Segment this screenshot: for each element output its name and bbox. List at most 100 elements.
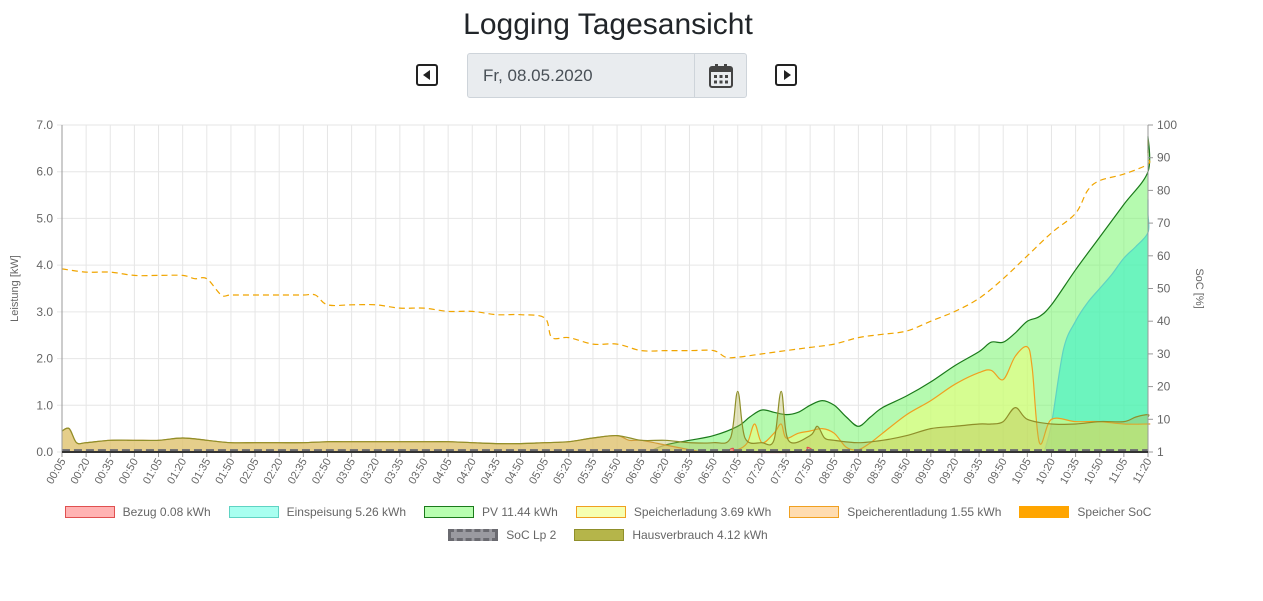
x-tick-label: 02:20 [262,457,286,487]
x-tick-label: 10:05 [1010,457,1034,487]
x-tick-label: 03:05 [334,457,358,487]
x-tick-label: 03:20 [358,457,382,487]
x-tick-label: 03:35 [382,457,406,487]
x-tick-label: 05:20 [551,457,575,487]
y-tick-label: 7.0 [36,118,53,132]
y2-tick-label: 30 [1157,347,1171,361]
y-tick-label: 3.0 [36,305,53,319]
legend-label: Hausverbrauch 4.12 kWh [632,528,768,542]
y2-tick-label: 70 [1157,216,1171,230]
x-tick-label: 01:20 [165,457,189,487]
x-tick-label: 05:50 [600,457,624,487]
x-tick-label: 10:20 [1034,457,1058,487]
arrow-right-icon [784,70,791,80]
y2-tick-label: 40 [1157,314,1171,328]
series-area-einspeisung-5-26-kwh [1044,199,1149,452]
next-day-button[interactable] [775,64,797,86]
legend-item-hausverbrauch-4-12-kwh[interactable]: Hausverbrauch 4.12 kWh [574,528,768,542]
x-tick-label: 07:35 [768,457,792,487]
x-tick-label: 09:50 [986,457,1010,487]
y2-tick-label: 10 [1157,412,1171,426]
x-tick-label: 02:05 [238,457,262,487]
x-tick-label: 01:50 [213,457,237,487]
x-tick-label: 02:35 [286,457,310,487]
series-line-speicher-soc [61,138,1151,359]
x-tick-label: 03:50 [406,457,430,487]
series-area-speicherladung-3-69-kwh [725,346,1150,452]
x-tick-label: 04:35 [479,457,503,487]
series-line-pv-11-44-kwh [648,135,1151,453]
x-tick-label: 08:05 [817,457,841,487]
legend-swatch [424,506,475,518]
legend-label: Speicher SoC [1077,505,1152,519]
x-tick-label: 02:50 [310,457,334,487]
x-tick-label: 00:50 [117,457,141,487]
x-tick-label: 09:05 [913,457,937,487]
x-tick-label: 04:50 [503,457,527,487]
legend-swatch [789,506,840,518]
x-tick-label: 08:20 [841,457,865,487]
y-tick-label: 5.0 [36,211,53,225]
x-tick-label: 06:35 [672,457,696,487]
x-tick-label: 08:50 [889,457,913,487]
previous-day-button[interactable] [416,64,438,86]
x-tick-label: 06:20 [648,457,672,487]
x-tick-label: 06:50 [696,457,720,487]
legend-item-soc-lp-2[interactable]: SoC Lp 2 [448,528,556,542]
y-tick-label: 0.0 [36,445,53,459]
y-tick-label: 4.0 [36,258,53,272]
x-tick-label: 05:05 [527,457,551,487]
y-tick-label: 1.0 [36,398,53,412]
y2-tick-label: 20 [1157,380,1171,394]
legend-label: Speicherladung 3.69 kWh [633,505,772,519]
y2-tick-label: 60 [1157,249,1171,263]
x-tick-label: 00:05 [44,457,68,487]
legend-swatch [575,506,626,518]
date-picker-divider [694,54,695,97]
legend-item-pv-11-44-kwh[interactable]: PV 11.44 kWh [424,505,558,519]
x-tick-label: 09:20 [937,457,961,487]
x-tick-label: 07:05 [720,457,744,487]
y-tick-label: 2.0 [36,352,53,366]
legend-item-speicherladung-3-69-kwh[interactable]: Speicherladung 3.69 kWh [575,505,772,519]
legend-label: Speicherentladung 1.55 kWh [847,505,1002,519]
x-tick-label: 09:35 [962,457,986,487]
x-tick-label: 04:05 [431,457,455,487]
arrow-left-icon [423,70,430,80]
legend-item-speicherentladung-1-55-kwh[interactable]: Speicherentladung 1.55 kWh [789,505,1001,519]
date-input[interactable]: Fr, 08.05.2020 [483,66,593,85]
legend-label: SoC Lp 2 [506,528,557,542]
legend-swatch [448,529,499,541]
x-tick-label: 10:50 [1082,457,1106,487]
x-tick-label: 05:35 [575,457,599,487]
legend-label: PV 11.44 kWh [482,505,558,519]
series-area-speicherentladung-1-55-kwh [62,428,702,452]
legend-label: Einspeisung 5.26 kWh [286,505,407,519]
power-chart: 00:05 00:20 00:35 00:50 01:05 01:20 01:35 01:50… [9,118,1205,487]
calendar-icon[interactable] [708,63,734,89]
y-tick-label: 6.0 [36,165,53,179]
legend-swatch [1019,506,1070,518]
y2-tick-label: 100 [1157,118,1177,132]
series-line-hausverbrauch-4-12-kwh [61,390,1150,446]
x-tick-label: 00:35 [93,457,117,487]
x-tick-label: 10:35 [1058,457,1082,487]
y2-tick-label: 1 [1157,445,1164,459]
legend-swatch [64,506,115,518]
y2-axis-label: SoC [%] [1193,268,1205,308]
x-tick-label: 08:35 [865,457,889,487]
chart-series [61,135,1151,454]
y2-tick-label: 90 [1157,151,1171,165]
x-tick-label: 04:20 [455,457,479,487]
x-tick-label: 01:05 [141,457,165,487]
legend-row-1: Bezug 0.08 kWh Einspeisung 5.26 kWh PV 11.… [0,505,1216,519]
legend-item-bezug-0-08-kwh[interactable]: Bezug 0.08 kWh [64,505,211,519]
y-axis-label: Leistung [kW] [9,255,21,322]
legend-item-einspeisung-5-26-kwh[interactable]: Einspeisung 5.26 kWh [228,505,407,519]
y2-tick-label: 80 [1157,183,1171,197]
legend-item-speicher-soc[interactable]: Speicher SoC [1019,505,1151,519]
x-tick-label: 11:20 [1131,457,1155,486]
date-picker[interactable]: Fr, 08.05.2020 [467,53,747,98]
x-tick-label: 07:20 [744,457,768,487]
series-line-speicherladung-3-69-kwh [725,345,1151,453]
